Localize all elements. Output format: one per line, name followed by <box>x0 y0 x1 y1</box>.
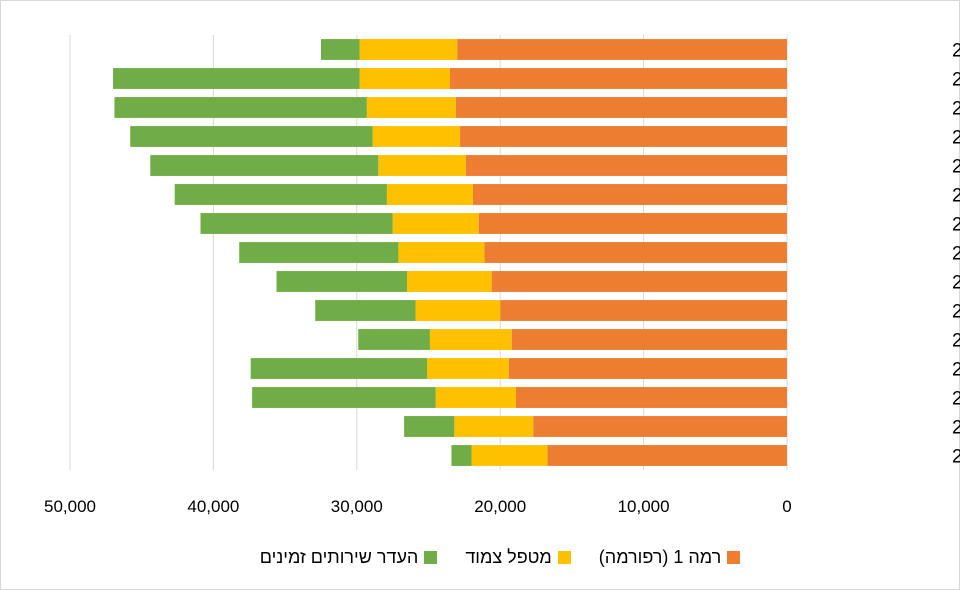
category-label: מרץ 2020 <box>952 418 960 439</box>
legend: רמה 1 (רפורמה) מטפל צמוד העדר שירותים זמ… <box>190 543 810 571</box>
category-label: אפריל 2020 <box>952 389 960 410</box>
bar-segment <box>457 39 787 60</box>
bar-segment <box>130 126 373 147</box>
legend-item-level1: רמה 1 (רפורמה) <box>598 546 741 568</box>
bar-segment <box>515 387 787 408</box>
bar-segment <box>500 300 787 321</box>
category-label: אפריל 2021 <box>952 41 960 62</box>
x-tick-label: 50,000 <box>44 497 96 516</box>
bar-segment <box>547 445 787 466</box>
category-label: ספטמבר 2020 <box>952 244 960 265</box>
category-label: פברואר 2021 <box>952 99 960 120</box>
bar-segment <box>406 271 492 292</box>
bar-segment <box>320 39 360 60</box>
bar-segment <box>386 184 473 205</box>
x-axis-tick-labels: 0 10,000 20,000 30,000 40,000 50,000 <box>44 497 792 516</box>
legend-swatch-no-services <box>424 550 438 564</box>
bar-segment <box>491 271 787 292</box>
x-tick-label: 10,000 <box>618 497 670 516</box>
category-label: יולי 2020 <box>952 302 960 323</box>
bar-segment <box>472 184 787 205</box>
bar-segment <box>114 97 367 118</box>
bar-segment <box>511 329 787 350</box>
category-label: דצמבר 2020 <box>952 157 960 178</box>
legend-label-no-services: העדר שירותים זמינים <box>259 546 419 567</box>
bar-segment <box>276 271 407 292</box>
bar-segment <box>372 126 461 147</box>
bar-segment <box>239 242 399 263</box>
bar-segment <box>252 387 436 408</box>
legend-label-level1: רמה 1 (רפורמה) <box>598 546 722 567</box>
bar-segment <box>366 97 456 118</box>
bar-segment <box>454 416 534 437</box>
legend-swatch-attendant <box>557 550 571 564</box>
legend-item-no-services: העדר שירותים זמינים <box>260 547 438 568</box>
bar-segment <box>478 213 787 234</box>
bar-segment <box>471 445 548 466</box>
bar-segment <box>435 387 516 408</box>
x-tick-label: 0 <box>782 497 791 516</box>
bar-segment <box>451 445 472 466</box>
bar-segment <box>378 155 466 176</box>
bar-segment <box>359 39 458 60</box>
bar-segment <box>429 329 512 350</box>
bar-segment <box>465 155 787 176</box>
x-tick-label: 40,000 <box>187 497 239 516</box>
bar-segment <box>450 68 787 89</box>
category-label: ינואר 2021 <box>952 128 960 149</box>
bar-segment <box>427 358 509 379</box>
bar-segment <box>533 416 787 437</box>
bar-segment <box>455 97 787 118</box>
legend-swatch-level1 <box>727 550 741 564</box>
category-label: מרץ 2021 <box>952 70 960 91</box>
category-labels: פברואר 2020 מרץ 2020 אפריל 2020 מאי 2020 יונ… <box>952 41 960 468</box>
bar-segment <box>315 300 416 321</box>
bar-segment <box>404 416 455 437</box>
legend-label-attendant: מטפל צמוד <box>465 546 552 567</box>
legend-item-attendant: מטפל צמוד <box>465 546 571 568</box>
x-tick-label: 20,000 <box>474 497 526 516</box>
bar-segment <box>460 126 787 147</box>
bar-segment <box>200 213 393 234</box>
bar-segment <box>359 68 451 89</box>
category-label: נובמבר 2020 <box>952 186 960 207</box>
category-label: אוקטובר 2020 <box>952 215 960 236</box>
bar-segment <box>484 242 787 263</box>
bar-segment <box>250 358 428 379</box>
bar-segment <box>113 68 360 89</box>
bar-segment <box>508 358 787 379</box>
category-label: יוני 2020 <box>952 331 960 352</box>
bar-segment <box>174 184 387 205</box>
x-tick-label: 30,000 <box>331 497 383 516</box>
category-label: אוגוסט 2020 <box>952 273 960 294</box>
bar-segment <box>398 242 485 263</box>
bar-segment <box>358 329 430 350</box>
bar-segment <box>392 213 479 234</box>
category-label: פברואר 2020 <box>952 447 960 468</box>
bar-segment <box>415 300 501 321</box>
bars <box>113 39 787 466</box>
bar-segment <box>150 155 379 176</box>
category-label: מאי 2020 <box>952 360 960 381</box>
